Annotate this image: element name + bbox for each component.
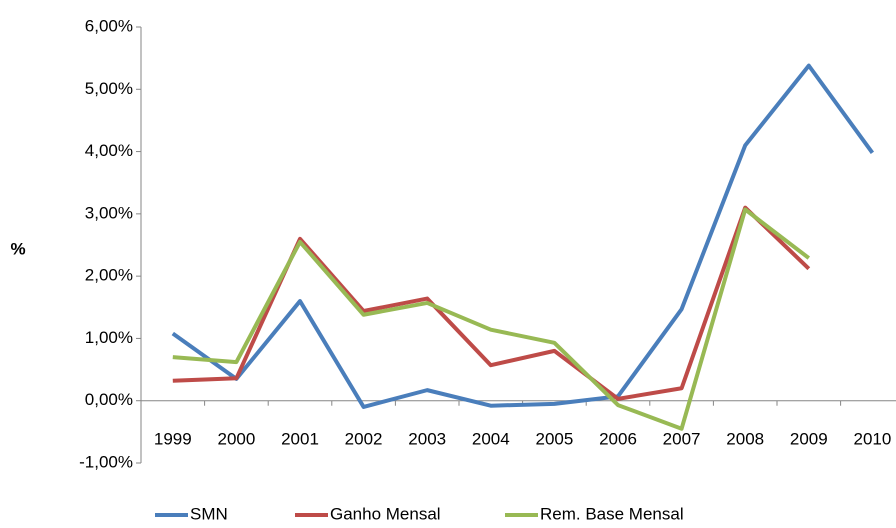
x-tick-label: 2001 <box>281 429 319 448</box>
y-tick-label: 3,00% <box>85 203 133 222</box>
x-tick-label: 2005 <box>535 429 573 448</box>
x-tick-label: 2008 <box>726 429 764 448</box>
y-tick-label: -1,00% <box>79 452 133 471</box>
y-tick-label: 1,00% <box>85 328 133 347</box>
x-tick-label: 2010 <box>853 429 891 448</box>
series-line <box>171 63 875 409</box>
x-tick-label: 2006 <box>599 429 637 448</box>
y-tick-label: 0,00% <box>85 390 133 409</box>
x-tick-label: 2009 <box>790 429 828 448</box>
y-tick-label: 5,00% <box>85 79 133 98</box>
x-tick-label: 2004 <box>472 429 510 448</box>
y-tick-label: 2,00% <box>85 266 133 285</box>
legend-label: Rem. Base Mensal <box>540 504 684 523</box>
legend-label: SMN <box>190 504 228 523</box>
series-line <box>172 207 811 431</box>
x-tick-label: 2002 <box>345 429 383 448</box>
x-tick-label: 2007 <box>663 429 701 448</box>
legend-label: Ganho Mensal <box>330 504 441 523</box>
x-tick-label: 2000 <box>217 429 255 448</box>
x-tick-label: 1999 <box>154 429 192 448</box>
y-axis-label: % <box>10 239 25 258</box>
x-tick-label: 2003 <box>408 429 446 448</box>
y-tick-label: 6,00% <box>85 16 133 35</box>
y-tick-label: 4,00% <box>85 141 133 160</box>
